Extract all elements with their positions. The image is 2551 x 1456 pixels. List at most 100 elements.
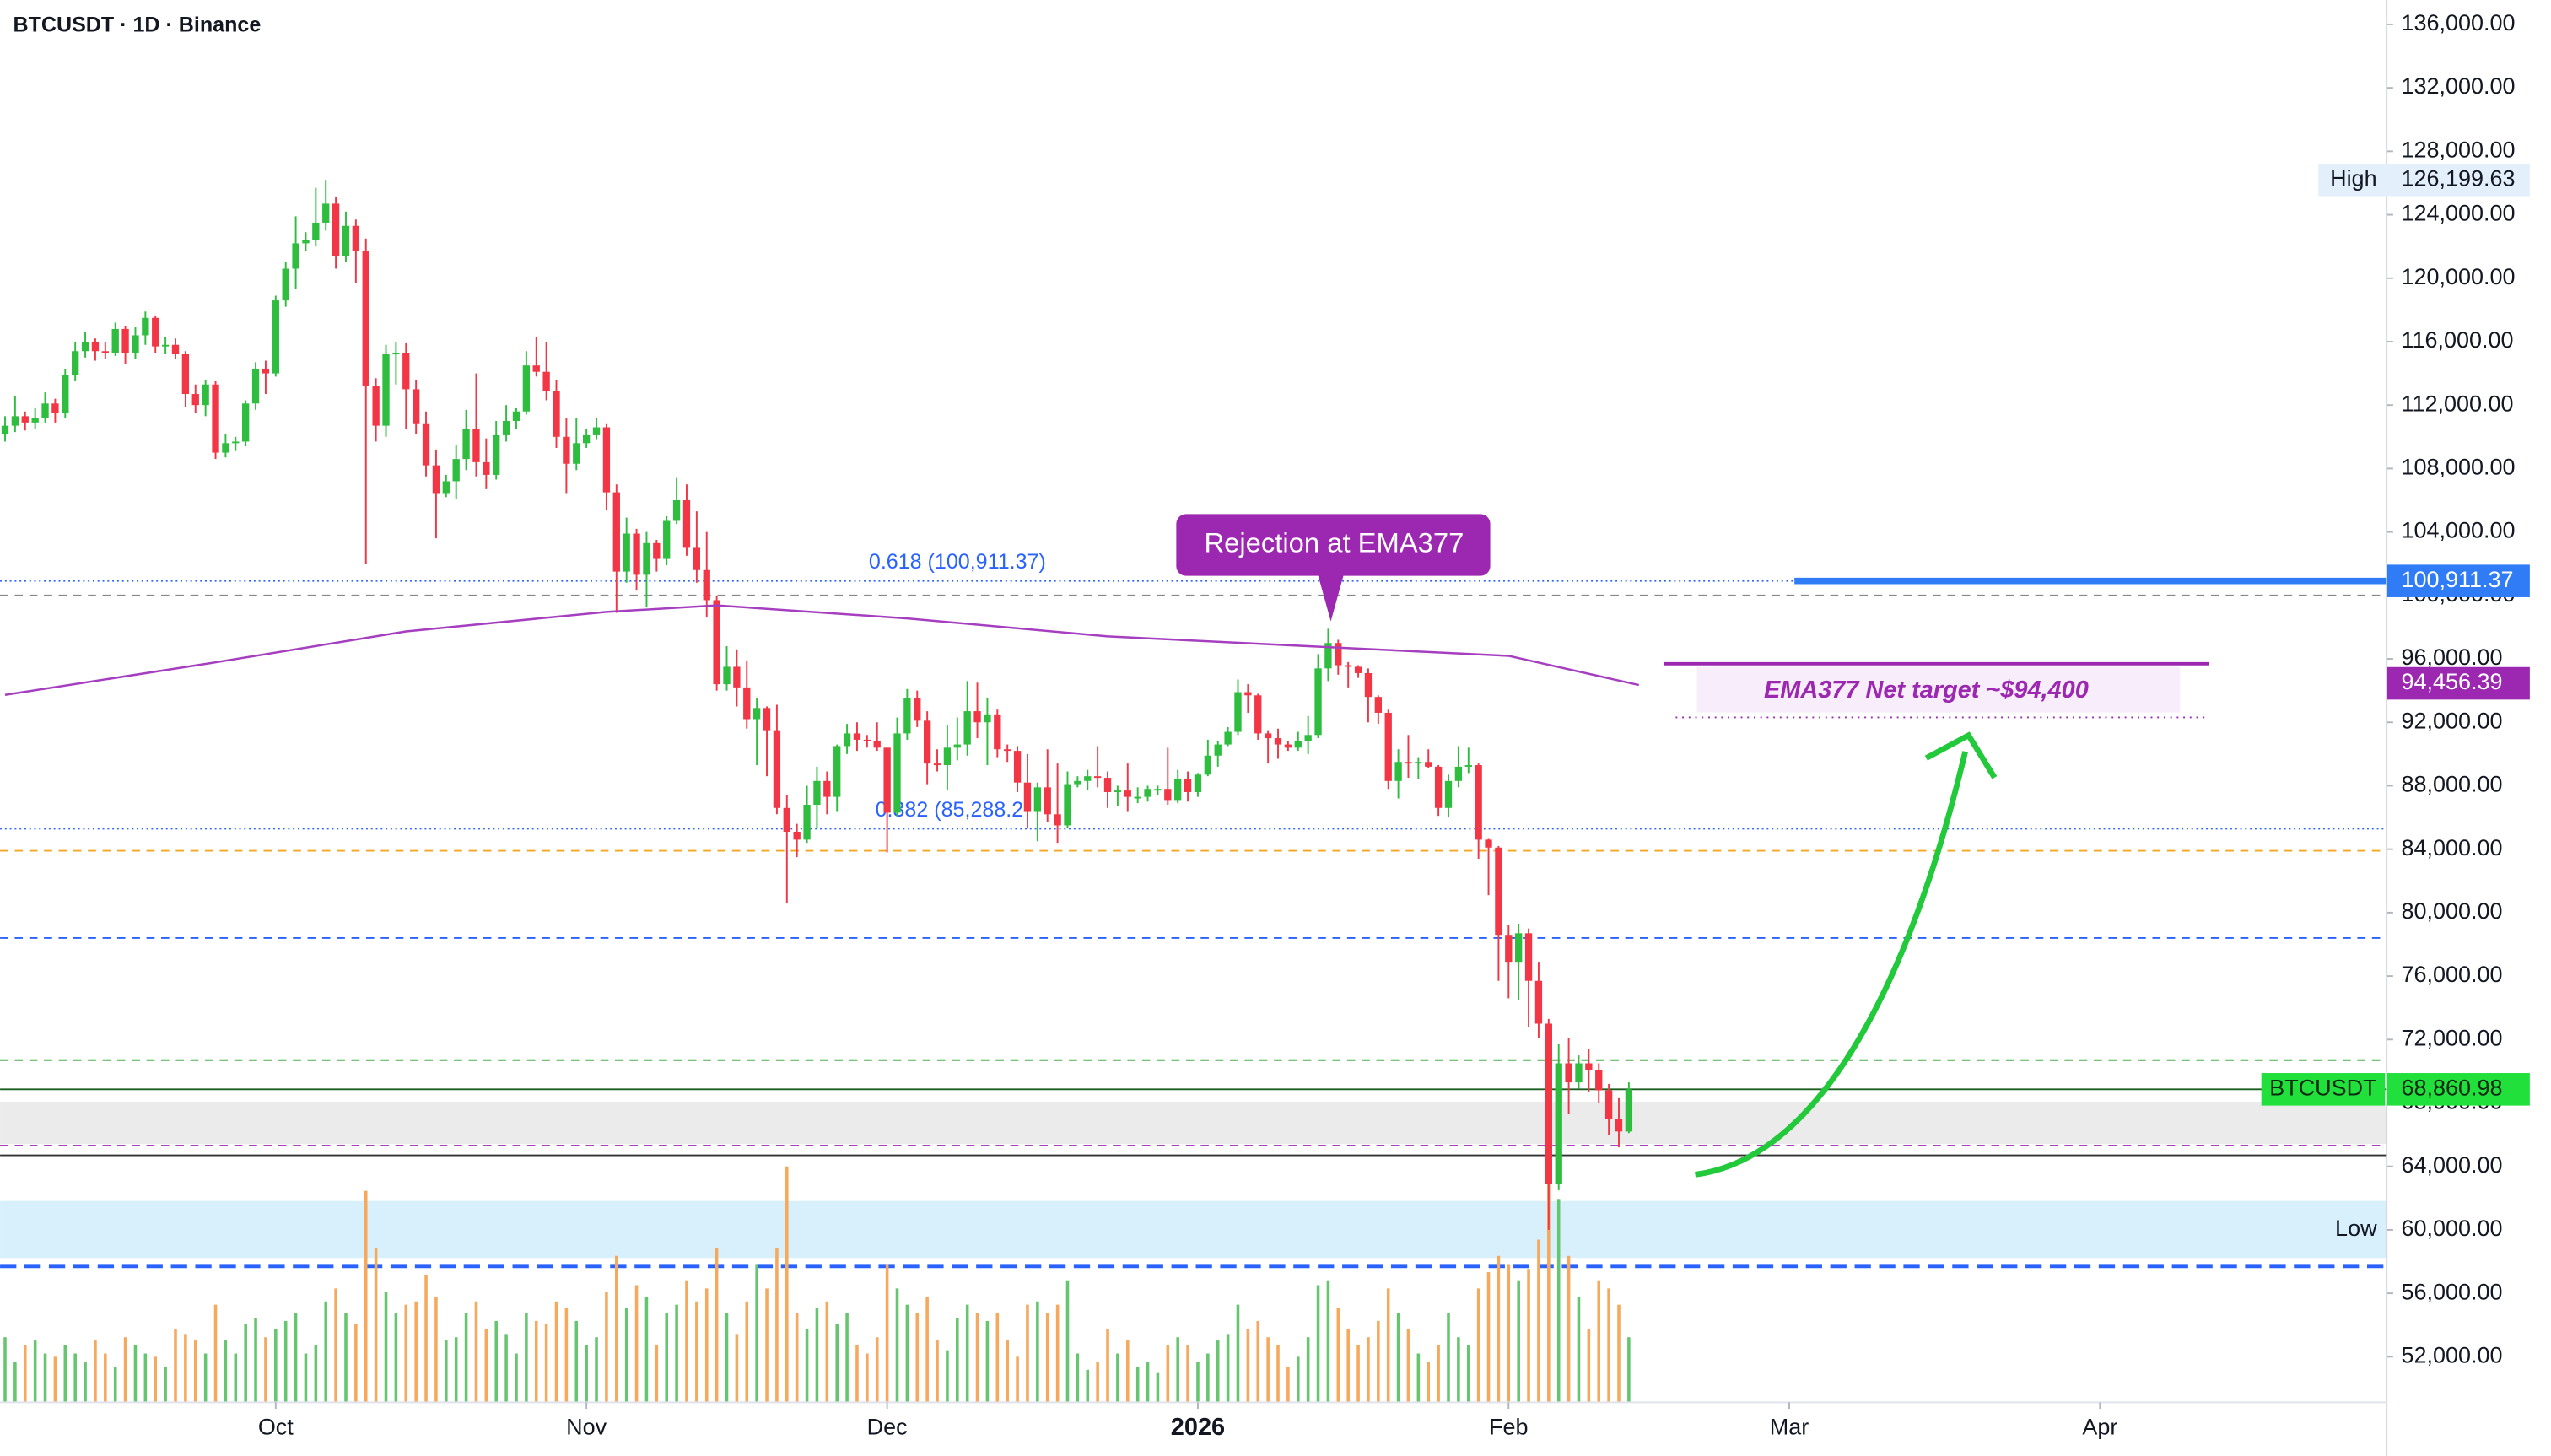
candle-body (1314, 668, 1322, 736)
candle-body (1023, 782, 1032, 812)
volume-bar (956, 1318, 959, 1403)
candle-body (1013, 751, 1022, 783)
volume-bar (3, 1337, 7, 1403)
candle-body (251, 368, 260, 404)
volume-bar (364, 1190, 368, 1403)
candle-body (422, 423, 430, 466)
volume-bar (605, 1292, 608, 1403)
candle-body (663, 520, 671, 559)
volume-bar (775, 1248, 779, 1403)
volume-bar (1476, 1288, 1480, 1403)
candle-body (282, 268, 289, 301)
candle-body (31, 418, 39, 423)
candle-body (582, 434, 591, 444)
volume-bar (1156, 1372, 1160, 1403)
candle-body (1354, 666, 1362, 673)
y-tick-label: 124,000.00 (2402, 201, 2516, 226)
candle-body (1144, 789, 1151, 797)
candle-body (994, 714, 1001, 750)
volume-bar (164, 1366, 167, 1403)
volume-bar (1556, 1199, 1561, 1403)
callout-box (1176, 514, 1491, 576)
volume-bar (564, 1308, 569, 1403)
volume-bar (1146, 1362, 1150, 1403)
volume-bar (1386, 1288, 1390, 1403)
candle-body (1093, 776, 1102, 779)
candle-body (1545, 1023, 1552, 1184)
volume-bar (735, 1334, 739, 1403)
candle-body (672, 500, 681, 521)
candle-body (1604, 1090, 1613, 1119)
candle-body (1345, 665, 1352, 667)
candle-body (1335, 643, 1342, 666)
candle-body (752, 708, 761, 720)
candle-body (803, 805, 811, 840)
candle-body (623, 533, 630, 572)
volume-bar (915, 1313, 920, 1403)
candle-body (1054, 814, 1061, 826)
candle-body (1, 425, 9, 434)
price-label-box (2318, 163, 2530, 197)
candle-body (823, 780, 831, 797)
y-tick-label: 104,000.00 (2402, 518, 2516, 543)
volume-bar (334, 1288, 337, 1403)
price-label-box (2387, 666, 2530, 700)
volume-bar (324, 1301, 328, 1403)
candle-body (1084, 776, 1092, 781)
y-tick-label: 52,000.00 (2402, 1342, 2503, 1367)
volume-bar (1416, 1353, 1421, 1403)
candle-body (62, 375, 69, 413)
candle-body (212, 384, 219, 453)
candle-body (743, 687, 751, 720)
candle-body (472, 429, 480, 462)
volume-bar (414, 1301, 418, 1403)
candle-body (222, 443, 229, 453)
candle-body (813, 780, 821, 806)
volume-bar (1396, 1313, 1400, 1403)
volume-bar (1587, 1329, 1591, 1403)
volume-bar (985, 1320, 990, 1403)
volume-bar (1346, 1329, 1350, 1403)
volume-bar (1045, 1313, 1049, 1403)
x-tick-label: Apr (2082, 1414, 2117, 1439)
volume-bar (23, 1345, 27, 1403)
volume-bar (585, 1345, 588, 1403)
candle-body (512, 411, 520, 421)
volume-bar (1026, 1304, 1029, 1403)
volume-bar (1306, 1337, 1310, 1403)
volume-bar (304, 1353, 308, 1403)
price-label: 94,456.39 (2402, 669, 2503, 694)
volume-bar (1286, 1366, 1290, 1403)
volume-bar (1577, 1297, 1581, 1403)
candle-body (1515, 933, 1523, 963)
candle-body (953, 744, 961, 748)
volume-bar (184, 1334, 187, 1403)
volume-bar (1135, 1366, 1140, 1403)
x-tick-label: Nov (566, 1414, 607, 1439)
candle-body (1214, 744, 1222, 756)
candle-body (1124, 790, 1131, 797)
volume-bar (1377, 1320, 1380, 1403)
candle-body (292, 243, 299, 269)
y-tick-label: 120,000.00 (2402, 264, 2516, 289)
volume-bar (1537, 1239, 1540, 1403)
candle-body (873, 741, 881, 748)
candle-body (553, 391, 560, 437)
volume-bar (644, 1297, 649, 1403)
volume-bar (905, 1304, 909, 1403)
candle-body (1234, 692, 1242, 732)
candle-body (733, 666, 741, 688)
candle-body (1575, 1063, 1583, 1083)
volume-bar (203, 1353, 208, 1403)
volume-bar (795, 1313, 799, 1403)
volume-bar (1106, 1329, 1109, 1403)
volume-bar (946, 1350, 949, 1403)
volume-bar (454, 1337, 458, 1403)
candle-body (633, 533, 640, 575)
candle-body (413, 389, 420, 424)
candle-body (914, 698, 921, 721)
candle-body (161, 344, 170, 347)
candle-body (1044, 787, 1051, 815)
candle-body (1444, 780, 1453, 808)
candle-body (142, 317, 149, 336)
